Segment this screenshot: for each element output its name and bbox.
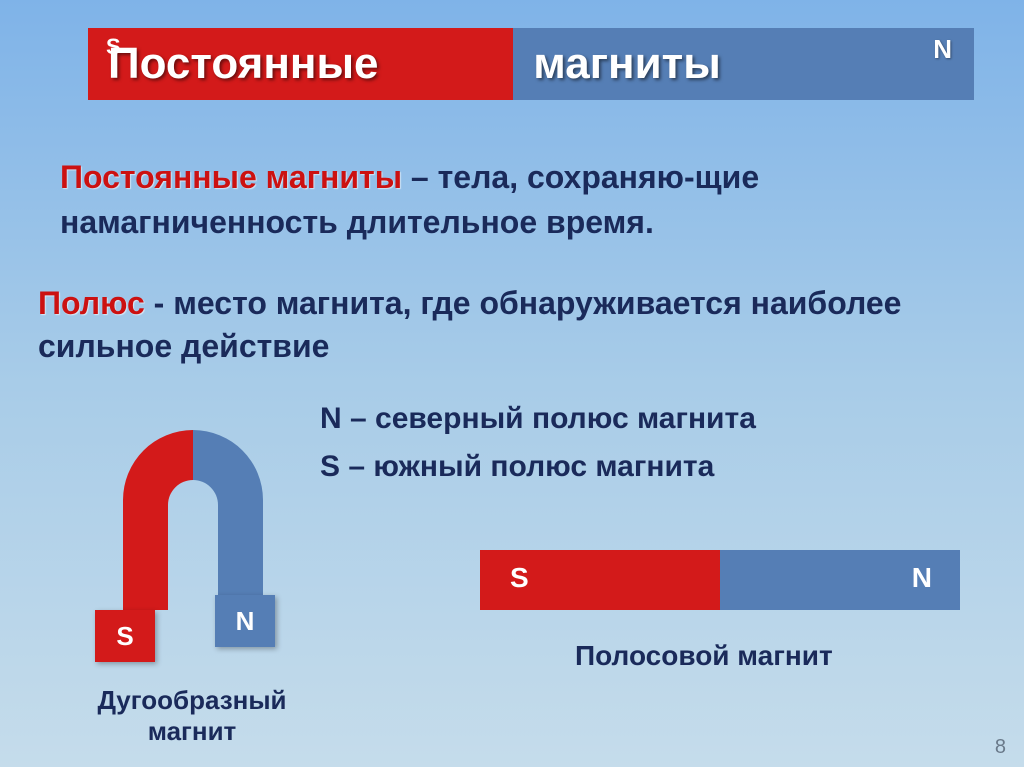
pole-legend: N – северный полюс магнита S – южный пол… — [320, 395, 756, 491]
page-number: 8 — [995, 736, 1006, 759]
bar-magnet-caption: Полосовой магнит — [575, 640, 833, 672]
horseshoe-caption: Дугообразный магнит — [82, 685, 302, 747]
horseshoe-s-block: S — [95, 610, 155, 662]
horseshoe-s-label: S — [116, 621, 133, 652]
bar-s-label: S — [510, 562, 529, 594]
bar-south-half: S — [480, 550, 720, 610]
north-pole-label: N — [933, 34, 952, 65]
title-word-right: магниты — [533, 39, 721, 89]
south-pole-legend: S – южный полюс магнита — [320, 443, 756, 491]
south-pole-label: S — [106, 34, 121, 60]
definition2-text: - место магнита, где обнаруживается наиб… — [38, 285, 901, 364]
bar-north-half: N — [720, 550, 960, 610]
horseshoe-n-block: N — [215, 595, 275, 647]
title-bar-magnet: S Постоянные магниты N — [88, 28, 974, 100]
north-pole-legend: N – северный полюс магнита — [320, 395, 756, 443]
title-south-pole: S Постоянные — [88, 28, 513, 100]
term-pole: Полюс — [38, 285, 145, 321]
horseshoe-n-label: N — [236, 606, 255, 637]
title-north-pole: магниты N — [513, 28, 974, 100]
definition-pole: Полюс - место магнита, где обнаруживаетс… — [38, 282, 984, 368]
bar-magnet: S N — [480, 550, 960, 610]
bar-n-label: N — [912, 562, 932, 594]
term-permanent-magnets: Постоянные магниты — [60, 159, 402, 195]
title-word-left: Постоянные — [108, 39, 379, 89]
definition-permanent-magnets: Постоянные магниты – тела, сохраняю-щие … — [60, 155, 964, 245]
